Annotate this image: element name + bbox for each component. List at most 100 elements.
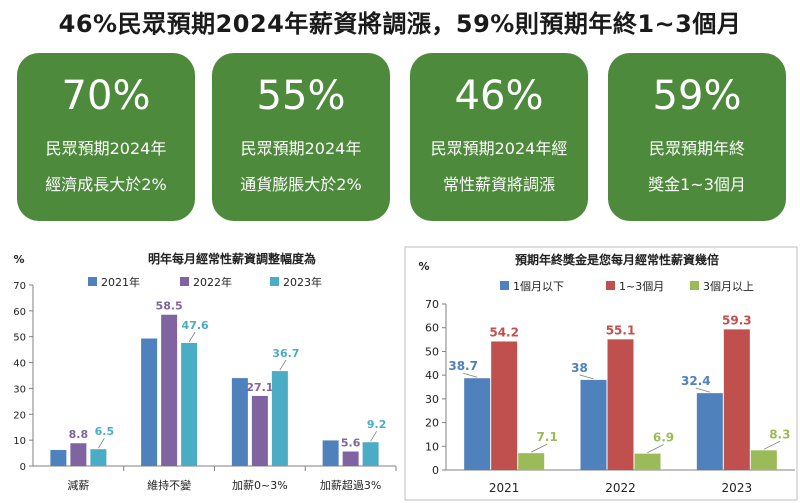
bar	[70, 443, 87, 466]
y-axis-unit: %	[13, 253, 24, 266]
stat-card-value: 59%	[652, 73, 742, 119]
chart-title: 預期年終獎金是您每月經常性薪資幾倍	[515, 252, 719, 267]
stat-card-line2: 常性薪資將調漲	[442, 175, 555, 194]
legend-swatch	[270, 277, 279, 286]
data-label: 8.8	[69, 428, 89, 441]
stat-card-salary: 46% 民眾預期2024年經 常性薪資將調漲	[410, 53, 588, 221]
y-tick-label: 30	[425, 393, 439, 406]
legend-entry: 3個月以上	[703, 280, 754, 293]
legend-swatch	[180, 277, 189, 286]
leader-line	[695, 387, 710, 393]
bar	[580, 379, 607, 470]
stat-card-value: 46%	[454, 73, 544, 119]
stat-card-line1: 民眾預期年終	[648, 139, 745, 158]
legend-swatch	[690, 281, 699, 290]
bar	[464, 378, 491, 470]
legend-swatch	[88, 277, 97, 286]
data-label: 6.5	[95, 425, 115, 438]
y-tick-label: 30	[13, 384, 26, 395]
stat-card-gdp: 70% 民眾預期2024年 經濟成長大於2%	[17, 53, 195, 221]
bar	[607, 339, 634, 470]
data-label: 55.1	[606, 323, 636, 337]
bar	[342, 451, 359, 466]
x-category-label: 加薪超過3%	[320, 478, 381, 492]
bar	[90, 449, 107, 466]
leader-line	[530, 443, 548, 453]
stat-card-line1: 民眾預期2024年經	[430, 139, 568, 158]
y-tick-label: 40	[425, 369, 439, 382]
stat-card-value: 70%	[61, 73, 151, 119]
x-category-label: 維持不變	[147, 478, 191, 492]
bar	[518, 453, 545, 470]
bar	[322, 440, 339, 466]
stat-card-line1: 民眾預期2024年	[240, 139, 362, 158]
legend-swatch	[606, 281, 615, 290]
legend-swatch	[500, 281, 509, 290]
bar	[181, 342, 198, 466]
chart-frame	[404, 246, 798, 501]
y-tick-label: 0	[432, 464, 439, 477]
leader-line	[98, 437, 105, 449]
bar	[50, 449, 67, 466]
leader-line	[463, 372, 478, 378]
data-label: 6.9	[653, 431, 674, 445]
data-label: 9.2	[367, 418, 387, 431]
data-label: 5.6	[341, 437, 361, 450]
y-tick-label: 20	[425, 417, 439, 430]
stat-card-value: 55%	[256, 73, 346, 119]
x-category-label: 加薪0~3%	[232, 479, 288, 492]
y-tick-label: 70	[13, 281, 26, 292]
y-tick-label: 60	[13, 307, 26, 318]
y-tick-label: 50	[425, 345, 439, 358]
data-label: 27.1	[246, 381, 273, 394]
data-label: 7.1	[537, 430, 558, 444]
chart-title: 明年每月經常性薪資調整幅度為	[148, 251, 316, 266]
bar	[161, 314, 178, 466]
data-label: 38	[571, 361, 588, 375]
x-category-label: 減薪	[67, 478, 89, 492]
leader-line	[279, 359, 287, 371]
data-label: 54.2	[489, 325, 519, 339]
y-tick-label: 0	[20, 462, 26, 473]
y-tick-label: 40	[13, 359, 26, 370]
page-title: 46%民眾預期2024年薪資將調漲，59%則預期年終1~3個月	[58, 10, 742, 38]
y-tick-label: 10	[425, 440, 439, 453]
legend-entry: 1個月以下	[513, 280, 564, 293]
data-label: 38.7	[448, 359, 478, 373]
y-tick-label: 70	[425, 298, 439, 311]
x-category-label: 2021	[489, 481, 520, 495]
legend-entry: 2023年	[283, 275, 322, 289]
stat-card-line2: 獎金1~3個月	[648, 175, 746, 194]
bar	[141, 338, 158, 466]
leader-line	[188, 331, 196, 343]
leader-line	[647, 444, 664, 453]
y-axis-unit: %	[418, 260, 429, 273]
bar	[491, 341, 518, 470]
bar	[362, 442, 379, 466]
bar	[271, 371, 288, 466]
stat-card-bonus: 59% 民眾預期年終 獎金1~3個月	[608, 53, 786, 221]
stat-card-line2: 經濟成長大於2%	[45, 175, 167, 194]
data-label: 58.5	[156, 300, 183, 313]
leader-line	[763, 440, 781, 450]
leader-line	[370, 431, 377, 442]
bar	[634, 453, 661, 470]
stat-card-line1: 民眾預期2024年	[45, 139, 167, 158]
bar	[750, 450, 777, 470]
legend-entry: 2022年	[193, 275, 232, 289]
stat-card-line2: 通貨膨脹大於2%	[240, 175, 362, 194]
y-tick-label: 50	[13, 333, 26, 344]
data-label: 47.6	[182, 319, 209, 332]
leader-line	[579, 374, 594, 380]
legend-entry: 2021年	[101, 275, 140, 289]
x-category-label: 2022	[605, 481, 636, 495]
bar	[723, 329, 750, 470]
y-tick-label: 20	[13, 410, 26, 421]
legend-entry: 1~3個月	[619, 280, 664, 293]
stat-card-inflation: 55% 民眾預期2024年 通貨膨脹大於2%	[212, 53, 390, 221]
y-tick-label: 10	[13, 436, 26, 447]
x-category-label: 2023	[722, 481, 753, 495]
data-label: 32.4	[681, 374, 711, 388]
